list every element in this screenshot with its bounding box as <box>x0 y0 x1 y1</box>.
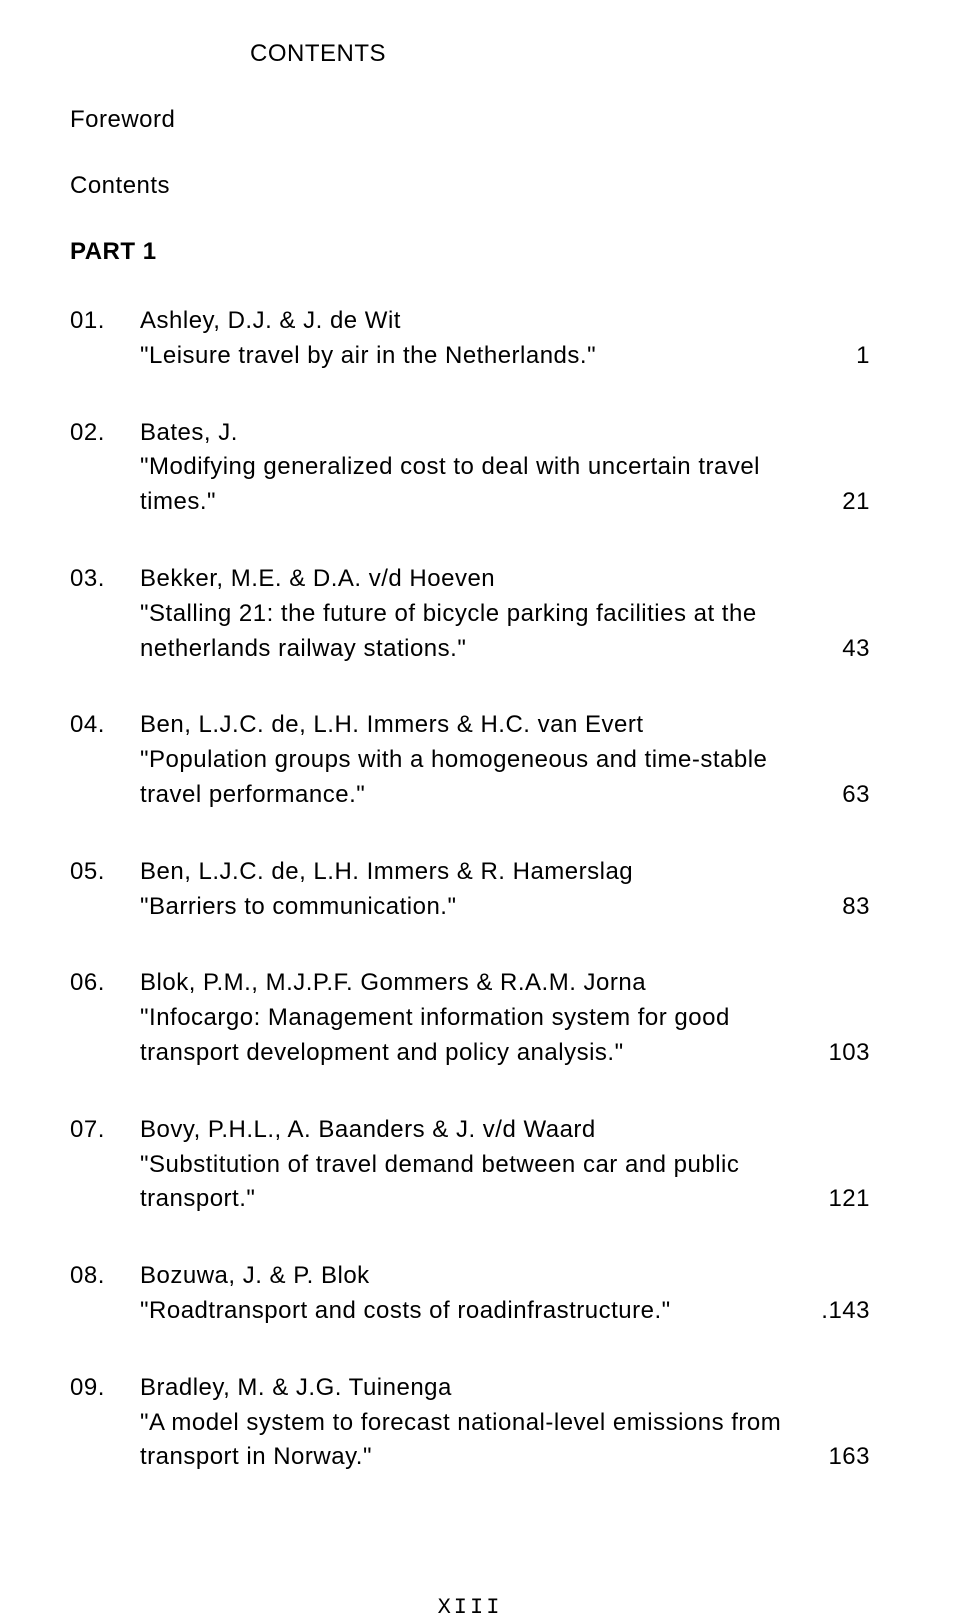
entry-page: 103 <box>810 1036 870 1071</box>
toc-entry: 05. Ben, L.J.C. de, L.H. Immers & R. Ham… <box>70 855 870 925</box>
toc-entry: 02. Bates, J. "Modifying generalized cos… <box>70 416 870 520</box>
entry-number: 07. <box>70 1113 140 1217</box>
entry-number: 06. <box>70 966 140 1070</box>
entry-title: "A model system to forecast national-lev… <box>140 1409 781 1471</box>
entry-title: "Roadtransport and costs of roadinfrastr… <box>140 1297 671 1324</box>
page-number-footer: XIII <box>70 1595 870 1620</box>
entry-page: 163 <box>810 1440 870 1475</box>
entry-body: Ben, L.J.C. de, L.H. Immers & H.C. van E… <box>140 708 810 812</box>
entry-body: Bates, J. "Modifying generalized cost to… <box>140 416 810 520</box>
entry-number: 09. <box>70 1371 140 1475</box>
entry-authors: Blok, P.M., M.J.P.F. Gommers & R.A.M. Jo… <box>140 969 646 996</box>
toc-entry: 08. Bozuwa, J. & P. Blok "Roadtransport … <box>70 1259 870 1329</box>
entry-title: "Substitution of travel demand between c… <box>140 1151 739 1213</box>
entry-title: "Population groups with a homogeneous an… <box>140 746 767 808</box>
entry-authors: Bovy, P.H.L., A. Baanders & J. v/d Waard <box>140 1116 596 1143</box>
entry-page: 83 <box>810 890 870 925</box>
entry-number: 02. <box>70 416 140 520</box>
entry-number: 03. <box>70 562 140 666</box>
foreword-label: Foreword <box>70 106 870 134</box>
entry-authors: Bates, J. <box>140 419 238 446</box>
toc-entry: 09. Bradley, M. & J.G. Tuinenga "A model… <box>70 1371 870 1475</box>
entry-authors: Ashley, D.J. & J. de Wit <box>140 307 401 334</box>
entry-page: 43 <box>810 632 870 667</box>
entry-page: .143 <box>810 1294 870 1329</box>
entry-body: Bradley, M. & J.G. Tuinenga "A model sys… <box>140 1371 810 1475</box>
contents-heading: CONTENTS <box>250 40 870 68</box>
toc-entry: 07. Bovy, P.H.L., A. Baanders & J. v/d W… <box>70 1113 870 1217</box>
entry-body: Bekker, M.E. & D.A. v/d Hoeven "Stalling… <box>140 562 810 666</box>
entry-authors: Ben, L.J.C. de, L.H. Immers & R. Hamersl… <box>140 858 633 885</box>
entry-number: 01. <box>70 304 140 374</box>
contents-label: Contents <box>70 172 870 200</box>
toc-entry: 06. Blok, P.M., M.J.P.F. Gommers & R.A.M… <box>70 966 870 1070</box>
entry-title: "Leisure travel by air in the Netherland… <box>140 342 596 369</box>
entry-title: "Modifying generalized cost to deal with… <box>140 453 760 515</box>
entry-body: Ben, L.J.C. de, L.H. Immers & R. Hamersl… <box>140 855 810 925</box>
entry-page: 1 <box>810 339 870 374</box>
toc-entry: 04. Ben, L.J.C. de, L.H. Immers & H.C. v… <box>70 708 870 812</box>
entry-body: Bovy, P.H.L., A. Baanders & J. v/d Waard… <box>140 1113 810 1217</box>
toc-entry: 01. Ashley, D.J. & J. de Wit "Leisure tr… <box>70 304 870 374</box>
entry-page: 21 <box>810 485 870 520</box>
entry-page: 63 <box>810 778 870 813</box>
entry-authors: Bekker, M.E. & D.A. v/d Hoeven <box>140 565 495 592</box>
entry-title: "Infocargo: Management information syste… <box>140 1004 730 1066</box>
entry-title: "Barriers to communication." <box>140 893 456 920</box>
entry-title: "Stalling 21: the future of bicycle park… <box>140 600 757 662</box>
entry-authors: Bozuwa, J. & P. Blok <box>140 1262 370 1289</box>
entry-body: Ashley, D.J. & J. de Wit "Leisure travel… <box>140 304 810 374</box>
entry-number: 05. <box>70 855 140 925</box>
entry-body: Blok, P.M., M.J.P.F. Gommers & R.A.M. Jo… <box>140 966 810 1070</box>
entry-authors: Ben, L.J.C. de, L.H. Immers & H.C. van E… <box>140 711 644 738</box>
entry-page: 121 <box>810 1182 870 1217</box>
entry-authors: Bradley, M. & J.G. Tuinenga <box>140 1374 452 1401</box>
entry-number: 04. <box>70 708 140 812</box>
part-label: PART 1 <box>70 238 870 266</box>
entry-number: 08. <box>70 1259 140 1329</box>
toc-entry: 03. Bekker, M.E. & D.A. v/d Hoeven "Stal… <box>70 562 870 666</box>
entry-body: Bozuwa, J. & P. Blok "Roadtransport and … <box>140 1259 810 1329</box>
